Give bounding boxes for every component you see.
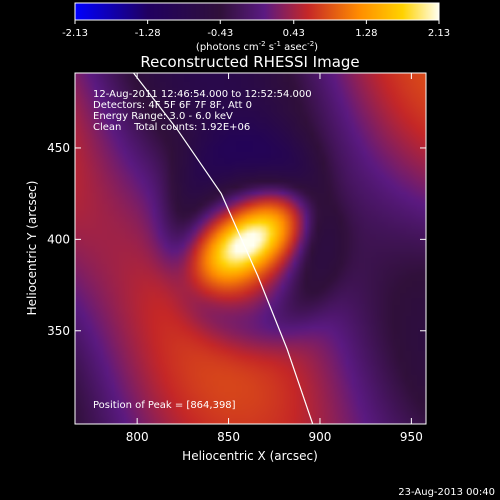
peak-position-label: Position of Peak = [864,398] <box>93 400 236 411</box>
observation-info: 12-Aug-2011 12:46:54.000 to 12:52:54.000… <box>93 89 312 133</box>
chart-title: Reconstructed RHESSI Image <box>140 53 359 71</box>
y-tick-label: 450 <box>47 141 70 155</box>
info-time-range: 12-Aug-2011 12:46:54.000 to 12:52:54.000 <box>93 89 312 100</box>
x-tick-label: 800 <box>126 430 149 444</box>
info-detectors: Detectors: 4F 5F 6F 7F 8F, Att 0 <box>93 100 252 111</box>
y-axis-label: Heliocentric Y (arcsec) <box>25 181 39 316</box>
colorbar-unit-label: (photons cm-2 s-1 asec-2) <box>196 40 318 53</box>
x-axis-ticks: 800 850 900 950 <box>126 73 423 444</box>
colorbar: -2.13 -1.28 -0.43 0.43 1.28 2.13 (photons cm-… <box>62 2 450 53</box>
colorbar-gradient <box>74 2 440 21</box>
colorbar-tick-label: 0.43 <box>283 28 305 39</box>
colorbar-tick-label: -1.28 <box>135 28 161 39</box>
footer-date: 23-Aug-2013 00:40 <box>398 487 495 498</box>
x-tick-label: 900 <box>309 430 332 444</box>
y-tick-label: 350 <box>47 324 70 338</box>
info-energy-range: Energy Range: 3.0 - 6.0 keV <box>93 111 233 122</box>
heatmap-image <box>75 73 426 424</box>
y-axis-ticks: 350 400 450 <box>47 141 426 338</box>
y-tick-label: 400 <box>47 232 70 246</box>
solar-limb-line <box>133 73 314 424</box>
x-tick-label: 850 <box>217 430 240 444</box>
x-axis-label: Heliocentric X (arcsec) <box>182 449 318 463</box>
colorbar-tick-label: -0.43 <box>207 28 233 39</box>
colorbar-ticks: -2.13 -1.28 -0.43 0.43 1.28 2.13 <box>62 20 450 39</box>
colorbar-tick-label: 1.28 <box>355 28 377 39</box>
plot-frame <box>74 72 427 425</box>
colorbar-tick-label: 2.13 <box>428 28 450 39</box>
info-clean-counts: Clean Total counts: 1.92E+06 <box>93 122 250 133</box>
colorbar-tick-label: -2.13 <box>62 28 88 39</box>
x-tick-label: 950 <box>400 430 423 444</box>
